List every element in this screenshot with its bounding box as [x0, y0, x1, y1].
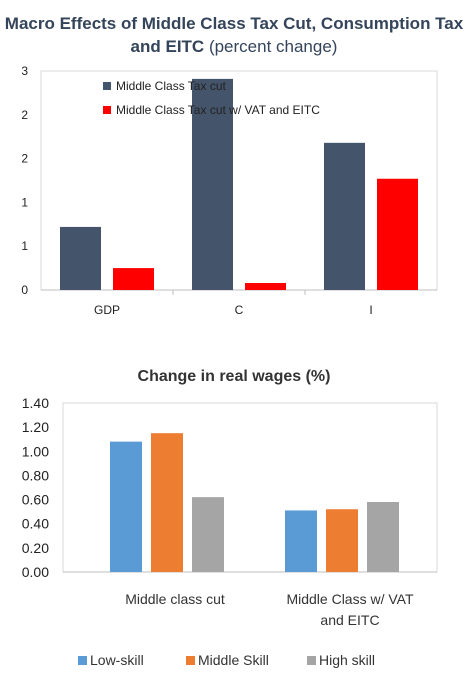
chart1-bar-GDP-1	[113, 268, 154, 290]
chart2-legend-swatch	[186, 656, 195, 665]
chart1-y-tick-label: 1	[21, 239, 28, 253]
chart1-y-tick-label: 3	[21, 64, 28, 78]
chart1-bar-C-1	[245, 282, 286, 290]
chart1-x-tick-label: GDP	[94, 303, 120, 317]
chart2-x-tick-label: Middle Class w/ VAT and EITC	[286, 591, 414, 628]
chart1-plot: 0 1 1 2 2 3 GDP C I Middle Class Tax cut Middle Cl…	[21, 64, 438, 317]
chart2-y-tick-label: 1.40	[22, 395, 49, 411]
chart2-y-tick-label: 1.00	[22, 443, 49, 459]
chart1-x-tick-label: I	[369, 303, 372, 317]
chart1-title-suffix: (percent change)	[208, 37, 338, 56]
chart1-title-main: Macro Effects of Middle Class Tax Cut, C…	[4, 14, 464, 56]
chart2-legend-swatch	[307, 656, 316, 665]
chart2-y-tick-label: 0.20	[22, 540, 49, 556]
chart1-legend-swatch	[103, 106, 111, 114]
chart2-bar-1-1	[326, 509, 358, 572]
chart2-legend-label: Low-skill	[90, 652, 144, 668]
chart1-y-tick-label: 2	[21, 108, 28, 122]
chart1-title: Macro Effects of Middle Class Tax Cut, C…	[0, 12, 468, 58]
chart2-legend-label: Middle Skill	[198, 652, 269, 668]
chart1-legend-swatch	[103, 82, 111, 90]
chart2-bar-0-0	[110, 441, 142, 572]
chart1-x-tick-label: C	[235, 303, 244, 317]
chart1-y-tick-label: 2	[21, 152, 28, 166]
chart2-legend-swatch	[78, 656, 87, 665]
chart1-legend-label: Middle Class Tax cut	[116, 79, 226, 93]
chart2-bar-0-1	[151, 433, 183, 572]
chart2-y-tick-label: 1.20	[22, 419, 49, 435]
chart2-bar-0-2	[192, 497, 224, 572]
chart2-x-tick-label: Middle class cut	[125, 591, 225, 607]
chart2-y-tick-label: 0.40	[22, 516, 49, 532]
chart1-y-tick-label: 0	[21, 283, 28, 297]
chart2-bar-1-0	[285, 510, 317, 572]
chart1-y-tick-label: 1	[21, 195, 28, 209]
chart2-bar-1-2	[367, 501, 399, 572]
chart2-legend-label: High skill	[319, 652, 375, 668]
chart1-legend-label: Middle Class Tax cut w/ VAT and EITC	[116, 103, 320, 117]
chart2-y-tick-label: 0.00	[22, 564, 49, 580]
chart1-bar-GDP-0	[60, 226, 101, 290]
chart1-bar-C-0	[192, 78, 233, 290]
chart1-bar-I-0	[324, 142, 365, 290]
chart2-title: Change in real wages (%)	[137, 368, 331, 385]
chart1-bar-I-1	[377, 178, 418, 290]
chart2-y-tick-label: 0.60	[22, 492, 49, 508]
chart2-y-tick-label: 0.80	[22, 467, 49, 483]
